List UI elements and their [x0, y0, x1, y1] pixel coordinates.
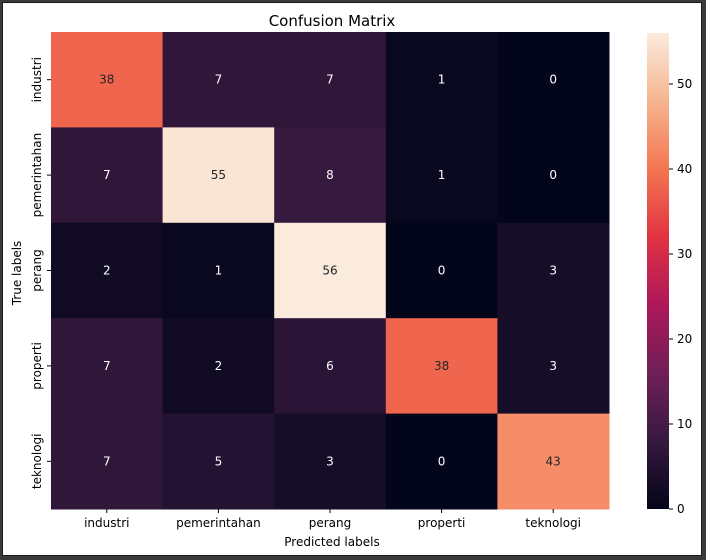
y-axis-label: True labels [10, 241, 24, 307]
y-tick-label: teknologi [30, 433, 44, 489]
x-axis-label: Predicted labels [284, 535, 379, 549]
heatmap-cell [274, 222, 387, 319]
cell-value-label: 7 [215, 73, 223, 87]
cell-value-label: 2 [103, 264, 111, 278]
heatmap-cell [274, 413, 387, 510]
cell-value-label: 0 [549, 73, 557, 87]
heatmap-cell [497, 413, 610, 510]
cell-value-label: 7 [103, 168, 111, 182]
x-tick-label: properti [418, 516, 466, 530]
heatmap-cell [162, 222, 275, 319]
cell-value-label: 1 [438, 168, 446, 182]
heatmap-cell [274, 318, 387, 415]
cell-value-label: 43 [546, 454, 561, 468]
confusion-matrix-chart: Confusion Matrix 38 7 7 1 07 55 8 1 02 1 56 0 37 2 6 38… [10, 12, 692, 549]
cell-value-label: 0 [438, 264, 446, 278]
colorbar-tick-label: 50 [677, 77, 692, 91]
colorbar-tick-label: 30 [677, 247, 692, 261]
x-tick-label: perang [309, 516, 352, 530]
y-tick-label: perang [30, 249, 44, 292]
cell-value-label: 2 [215, 359, 223, 373]
heatmap-cell [385, 127, 498, 224]
cell-value-label: 3 [549, 359, 557, 373]
cell-value-label: 7 [103, 359, 111, 373]
heatmap-cell [51, 318, 164, 415]
chart-title: Confusion Matrix [269, 12, 396, 30]
heatmap-cell [385, 413, 498, 510]
heatmap-cell [162, 32, 275, 128]
colorbar-tick-label: 20 [677, 332, 692, 346]
cell-value-label: 1 [215, 264, 223, 278]
colorbar-tick-label: 10 [677, 417, 692, 431]
cell-value-label: 3 [326, 454, 334, 468]
heatmap-cell [51, 413, 164, 510]
heatmap-cell [497, 127, 610, 224]
y-tick-label: pemerintahan [30, 133, 44, 218]
heatmap-cell [51, 32, 164, 128]
heatmap-cell [385, 222, 498, 319]
cell-value-label: 3 [549, 264, 557, 278]
x-tick-label: pemerintahan [176, 516, 261, 530]
colorbar [647, 33, 669, 509]
heatmap-cell [162, 318, 275, 415]
heatmap-cell [497, 222, 610, 319]
colorbar-tick-label: 40 [677, 162, 692, 176]
cell-value-label: 1 [438, 73, 446, 87]
cell-value-label: 38 [434, 359, 449, 373]
y-tick-label: properti [30, 342, 44, 390]
heatmap-cell [51, 222, 164, 319]
heatmap-cell [385, 318, 498, 415]
y-tick-label: industri [30, 57, 44, 102]
heatmap-cell [274, 32, 387, 128]
heatmap-cell [497, 32, 610, 128]
cell-value-label: 8 [326, 168, 334, 182]
heatmap-cell [385, 32, 498, 128]
cell-value-label: 5 [215, 454, 223, 468]
cell-value-label: 0 [438, 454, 446, 468]
cell-value-label: 38 [99, 73, 114, 87]
cell-value-label: 55 [211, 168, 226, 182]
heatmap-cell [51, 127, 164, 224]
heatmap-cell [162, 413, 275, 510]
cell-value-label: 56 [322, 264, 337, 278]
heatmap-cell [274, 127, 387, 224]
heatmap-cell [497, 318, 610, 415]
x-tick-label: industri [84, 516, 129, 530]
colorbar-tick-label: 0 [677, 502, 685, 516]
cell-value-label: 0 [549, 168, 557, 182]
cell-value-label: 6 [326, 359, 334, 373]
cell-value-label: 7 [103, 454, 111, 468]
heatmap-cell [162, 127, 275, 224]
cell-value-label: 7 [326, 73, 334, 87]
x-tick-label: teknologi [525, 516, 581, 530]
